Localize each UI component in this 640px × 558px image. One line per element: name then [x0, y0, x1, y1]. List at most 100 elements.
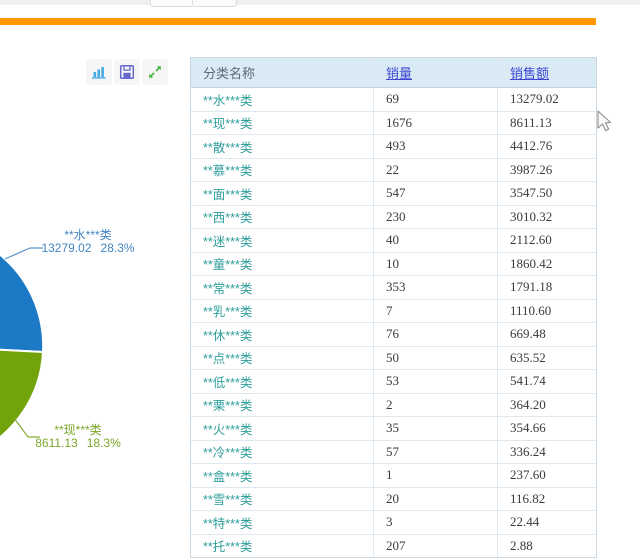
cell-sales-qty: 7	[374, 299, 498, 322]
table-row: **火***类 35 354.66	[191, 417, 596, 441]
cell-sales-qty: 76	[374, 323, 498, 346]
pie-label-value: 8611.13	[35, 436, 78, 450]
cell-category-name: **点***类	[191, 346, 374, 369]
cell-sales-qty: 1	[374, 464, 498, 487]
table-row: **低***类 53 541.74	[191, 370, 596, 394]
cell-sales-amount: 1110.60	[510, 302, 552, 318]
table-row: **迷***类 40 2112.60	[191, 229, 596, 253]
cell-sales-amount: 2112.60	[510, 232, 552, 248]
cell-sales-qty: 10	[374, 252, 498, 275]
table-row: **散***类 493 4412.76	[191, 135, 596, 159]
cell-sales-qty: 3	[374, 511, 498, 534]
bar-chart-icon[interactable]	[86, 59, 112, 85]
cell-sales-qty: 1676	[374, 111, 498, 134]
cell-sales-amount: 541.74	[510, 373, 546, 389]
cell-category-name: **低***类	[191, 370, 374, 393]
pie-chart	[0, 228, 45, 456]
cell-sales-qty: 57	[374, 440, 498, 463]
cell-sales-qty: 2	[374, 393, 498, 416]
table-row: **常***类 353 1791.18	[191, 276, 596, 300]
cell-category-name: **现***类	[191, 111, 374, 134]
table-row: **童***类 10 1860.42	[191, 252, 596, 276]
table-row: **乳***类 7 1110.60	[191, 299, 596, 323]
table-row: **西***类 230 3010.32	[191, 205, 596, 229]
cell-sales-qty: 353	[374, 276, 498, 299]
cell-sales-qty: 207	[374, 534, 498, 557]
category-sales-table: 分类名称 销量 销售额 **水***类 69 13279.02 **现***类 …	[190, 57, 597, 558]
header-sales-amount-sort-link[interactable]: 销售额	[510, 66, 550, 81]
pie-label-water: **水***类 13279.02 28.3%	[36, 229, 140, 255]
cell-category-name: **休***类	[191, 323, 374, 346]
cell-category-name: **盒***类	[191, 464, 374, 487]
cell-sales-amount: 669.48	[510, 326, 546, 342]
pie-label-pct: 28.3%	[100, 241, 135, 255]
label-line-blue	[4, 247, 43, 260]
table-row: **冷***类 57 336.24	[191, 440, 596, 464]
cell-sales-amount: 364.20	[510, 396, 546, 412]
cell-category-name: **托***类	[191, 534, 374, 557]
cell-category-name: **特***类	[191, 511, 374, 534]
label-line-green	[13, 417, 40, 438]
cell-category-name: **童***类	[191, 252, 374, 275]
pie-label-name: **水***类	[64, 228, 112, 242]
cell-category-name: **冷***类	[191, 440, 374, 463]
cell-sales-qty: 20	[374, 487, 498, 510]
table-row: **托***类 207 2.88	[191, 534, 596, 557]
table-row: **现***类 1676 8611.13	[191, 111, 596, 135]
cell-sales-amount: 116.82	[510, 490, 546, 506]
pie-label-value: 13279.02	[41, 241, 92, 255]
table-row: **慕***类 22 3987.26	[191, 158, 596, 182]
pie-slice-xian[interactable]	[0, 346, 44, 456]
cell-category-name: **乳***类	[191, 299, 374, 322]
cell-sales-qty: 22	[374, 158, 498, 181]
cell-sales-qty: 547	[374, 182, 498, 205]
cell-sales-amount: 8611.13	[510, 114, 552, 130]
table-row: **休***类 76 669.48	[191, 323, 596, 347]
cell-sales-qty: 53	[374, 370, 498, 393]
cell-category-name: **火***类	[191, 417, 374, 440]
cell-sales-amount: 1860.42	[510, 255, 553, 271]
cell-category-name: **慕***类	[191, 158, 374, 181]
cell-sales-amount: 1791.18	[510, 279, 553, 295]
table-row: **栗***类 2 364.20	[191, 393, 596, 417]
save-icon[interactable]	[114, 59, 140, 85]
header-sales-qty-sort-link[interactable]: 销量	[374, 58, 498, 87]
pie-label-xian: **现***类 8611.13 18.3%	[30, 424, 126, 450]
cell-sales-amount: 3010.32	[510, 208, 553, 224]
pie-label-name: **现***类	[54, 423, 102, 437]
table-row: **面***类 547 3547.50	[191, 182, 596, 206]
cell-sales-amount: 237.60	[510, 467, 546, 483]
cell-sales-amount: 13279.02	[510, 91, 559, 107]
cell-sales-amount: 336.24	[510, 443, 546, 459]
header-category-name: 分类名称	[191, 58, 374, 87]
cell-sales-qty: 40	[374, 229, 498, 252]
cell-category-name: **常***类	[191, 276, 374, 299]
pie-slice-water[interactable]	[0, 228, 45, 353]
cell-category-name: **水***类	[191, 88, 374, 111]
table-header-row: 分类名称 销量 销售额	[191, 58, 596, 88]
top-button-remnant[interactable]	[192, 0, 237, 7]
table-row: **雪***类 20 116.82	[191, 487, 596, 511]
cell-sales-amount: 354.66	[510, 420, 546, 436]
cell-sales-amount: 22.44	[510, 514, 540, 530]
cell-sales-qty: 50	[374, 346, 498, 369]
accent-divider-bar	[0, 18, 596, 25]
cell-sales-amount: 3547.50	[510, 185, 553, 201]
table-row: **点***类 50 635.52	[191, 346, 596, 370]
cell-category-name: **西***类	[191, 205, 374, 228]
cell-category-name: **雪***类	[191, 487, 374, 510]
cell-sales-qty: 230	[374, 205, 498, 228]
cell-sales-amount: 635.52	[510, 349, 546, 365]
table-row: **特***类 3 22.44	[191, 511, 596, 535]
cell-category-name: **迷***类	[191, 229, 374, 252]
cell-category-name: **栗***类	[191, 393, 374, 416]
cell-sales-qty: 69	[374, 88, 498, 111]
table-row: **水***类 69 13279.02	[191, 88, 596, 112]
cell-category-name: **散***类	[191, 135, 374, 158]
cell-sales-qty: 493	[374, 135, 498, 158]
top-toolbar-remnant	[0, 0, 640, 7]
cell-sales-amount: 2.88	[510, 537, 533, 553]
expand-icon[interactable]	[142, 59, 168, 85]
table-row: **盒***类 1 237.60	[191, 464, 596, 488]
